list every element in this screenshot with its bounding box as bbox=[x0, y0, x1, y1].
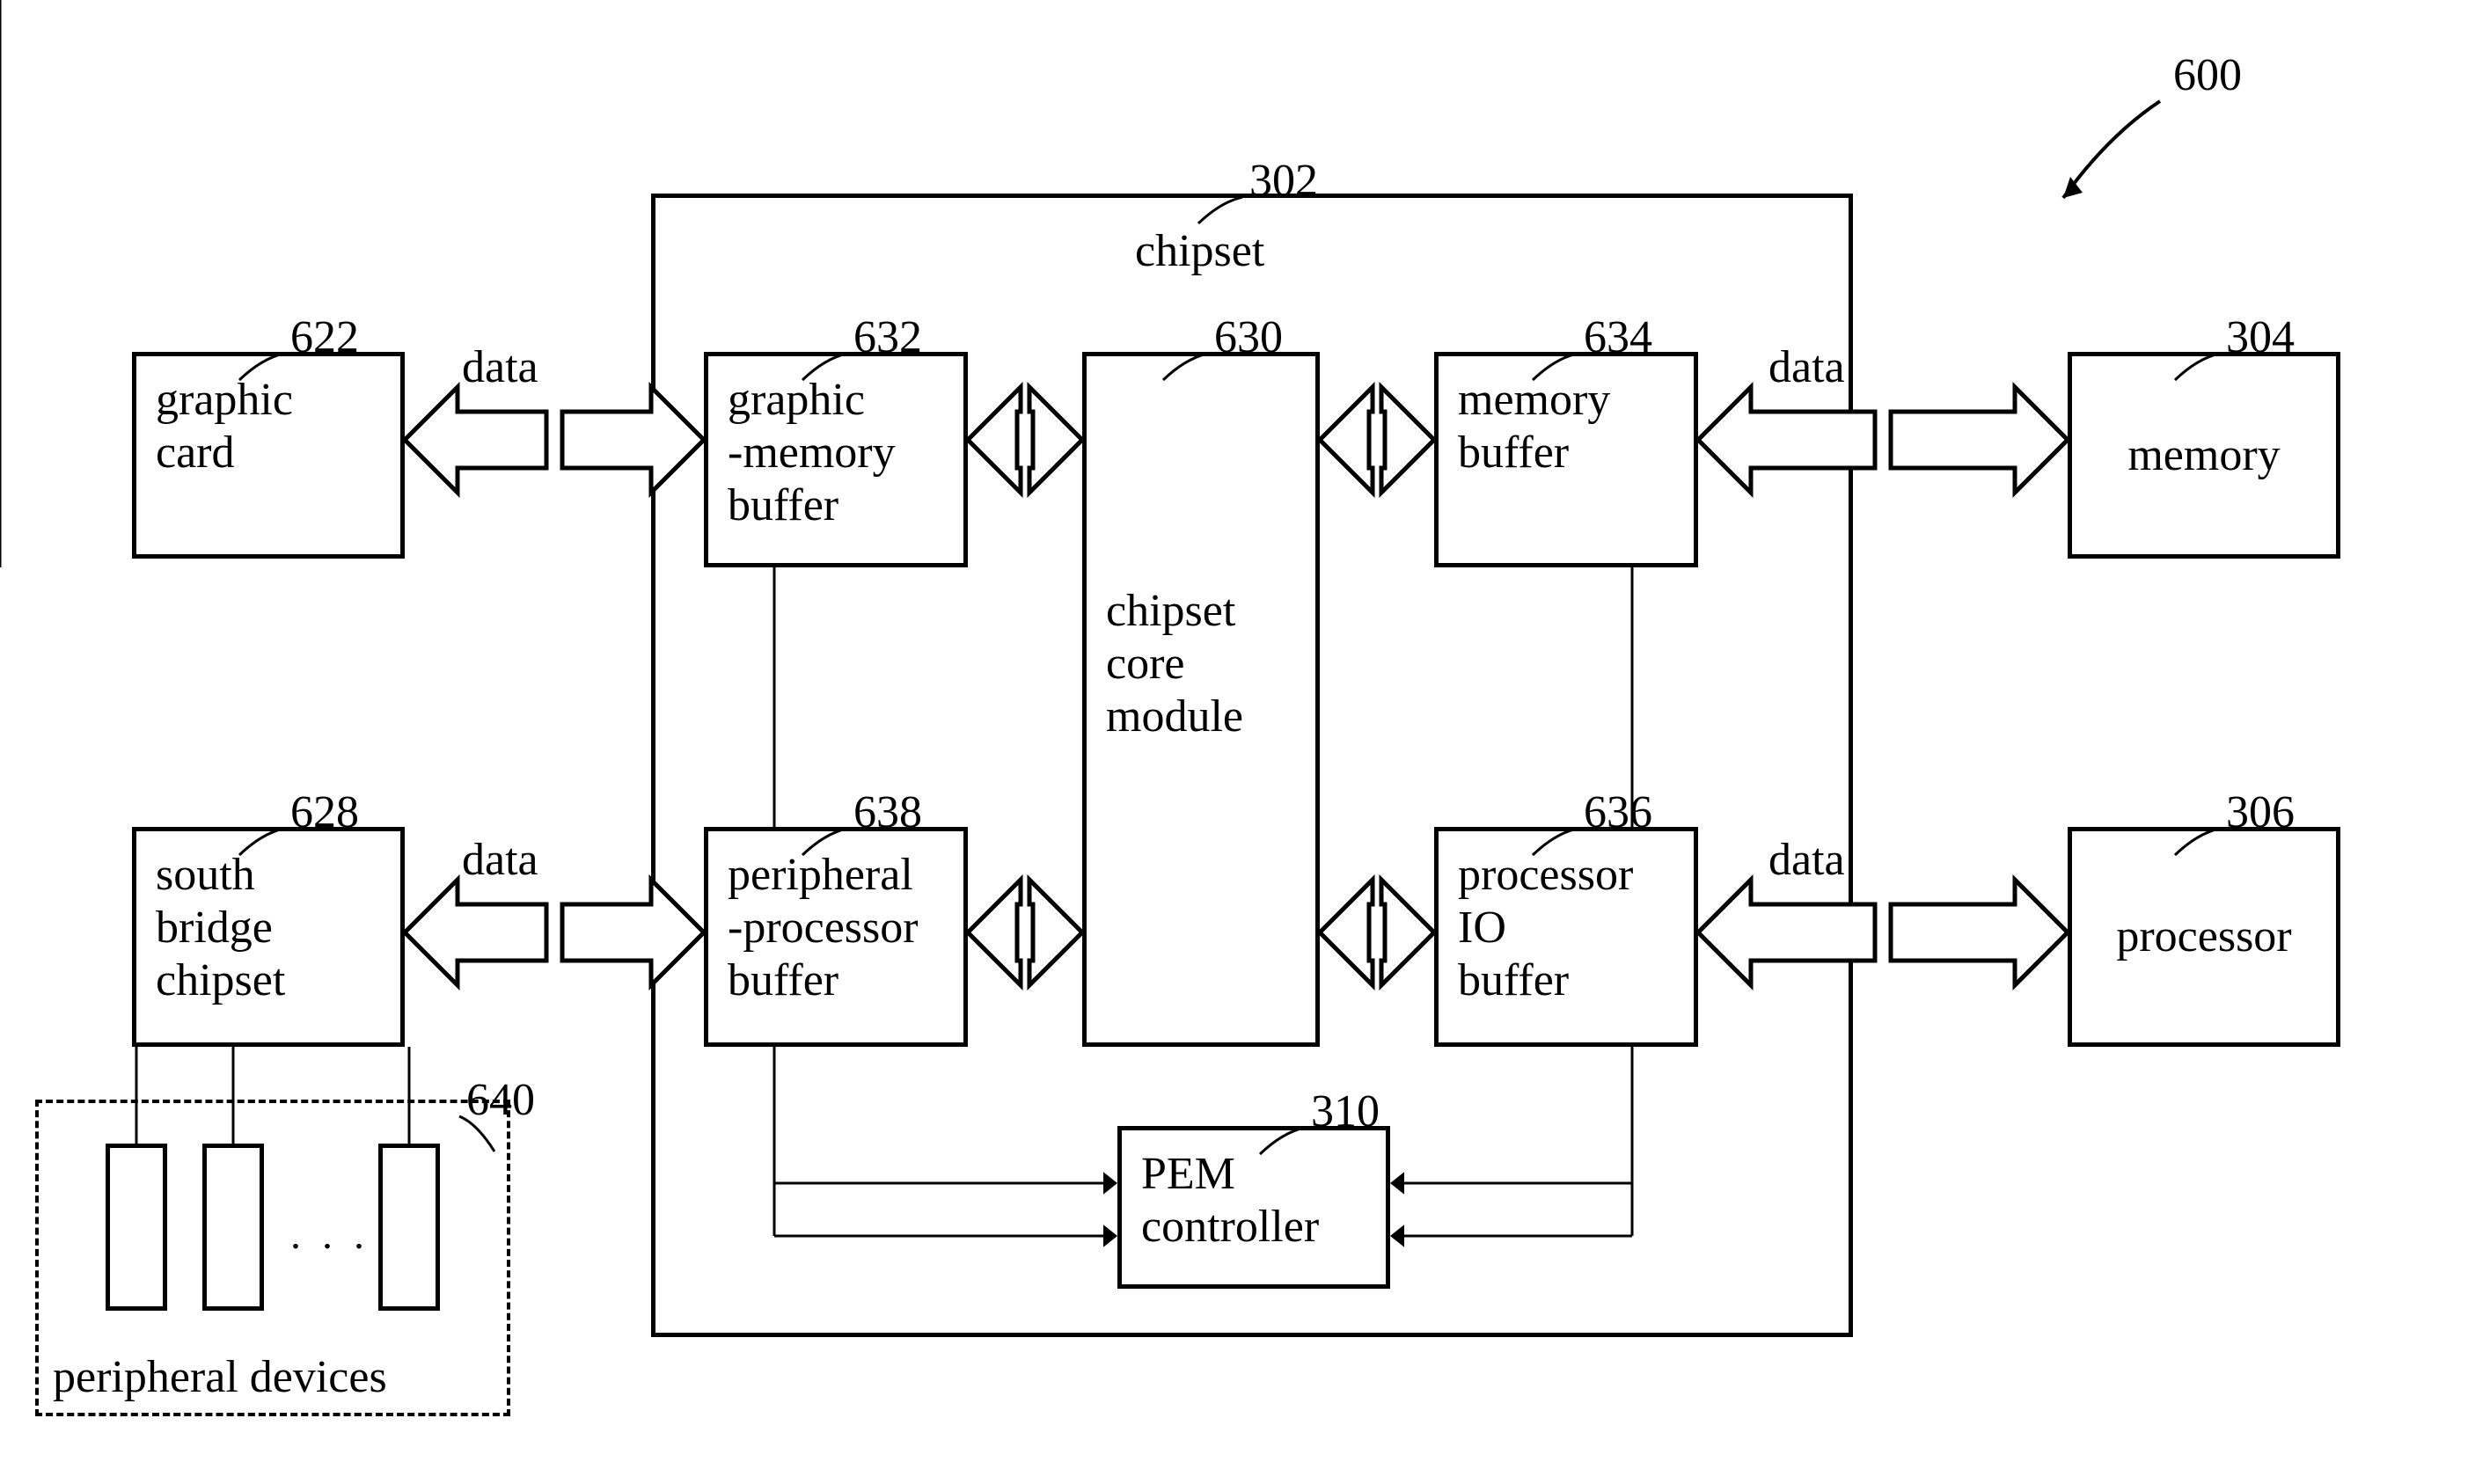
data-arrow-label-6: data bbox=[1768, 345, 1845, 391]
ref-306: 306 bbox=[2226, 790, 2295, 836]
data-arrow-label-7: data bbox=[1768, 837, 1845, 883]
ref-632: 632 bbox=[853, 315, 922, 361]
ref-622: 622 bbox=[290, 315, 359, 361]
ref-638: 638 bbox=[853, 790, 922, 836]
chipset-label: chipset bbox=[1135, 229, 1264, 274]
ref-640: 640 bbox=[466, 1078, 535, 1123]
ref-304: 304 bbox=[2226, 315, 2295, 361]
ref-628: 628 bbox=[290, 790, 359, 836]
ref-302: 302 bbox=[1249, 158, 1318, 204]
ref-634: 634 bbox=[1584, 315, 1652, 361]
data-arrow-label-1: data bbox=[462, 837, 538, 883]
figure-ref-600: 600 bbox=[2173, 53, 2242, 99]
ref-636: 636 bbox=[1584, 790, 1652, 836]
connectors-layer bbox=[0, 0, 2475, 1484]
data-arrow-label-0: data bbox=[462, 345, 538, 391]
ref-630: 630 bbox=[1214, 315, 1283, 361]
ref-310: 310 bbox=[1311, 1089, 1380, 1135]
